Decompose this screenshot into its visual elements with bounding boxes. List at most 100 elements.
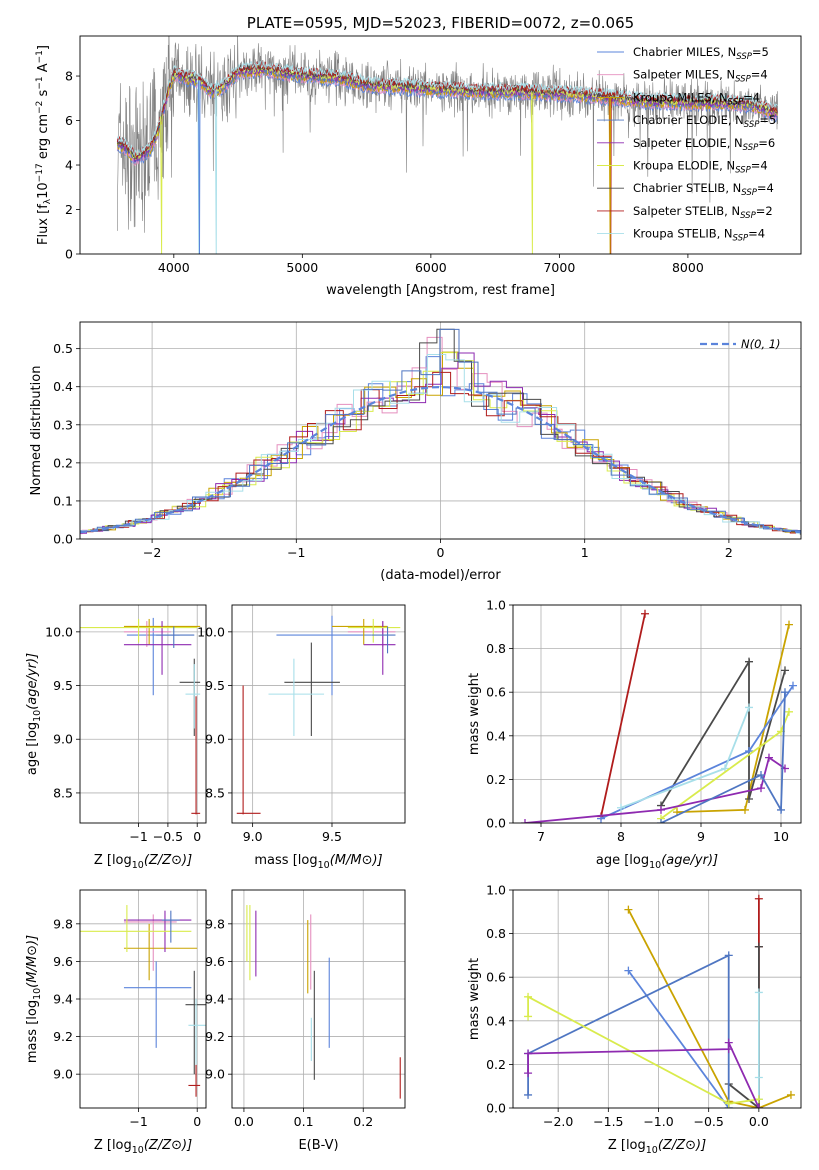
axes-frame <box>512 889 802 1109</box>
weight-point <box>745 795 753 804</box>
legend-entry: Chabrier ELODIE, NSSP=5 <box>633 113 776 130</box>
weight-point <box>754 1095 763 1104</box>
y-tick-label: 0.6 <box>486 685 506 700</box>
absorption-line <box>160 116 163 254</box>
weight-point <box>781 688 789 697</box>
y-tick-label: 9.5 <box>53 678 73 693</box>
weight-series-line <box>524 756 786 823</box>
axes-frame <box>79 321 802 540</box>
weight-point <box>754 988 763 997</box>
weight-point <box>524 1012 533 1021</box>
weight-point <box>781 666 789 675</box>
weight-series-line <box>527 1042 760 1108</box>
errorbar-group <box>236 615 401 815</box>
y-tick-label: 0.8 <box>486 641 506 656</box>
legend-entry: Kroupa STELIB, NSSP=4 <box>633 227 765 244</box>
x-axis-label: mass [log10(M/M⊙)] <box>254 853 382 871</box>
x-axis-label: (data-model)/error <box>380 568 501 583</box>
legend-entry: Chabrier STELIB, NSSP=4 <box>633 181 774 198</box>
weight-point <box>657 805 665 814</box>
weight-point <box>789 681 797 690</box>
x-tick-label: 0.0 <box>234 1114 254 1129</box>
model-spectrum <box>116 61 778 158</box>
weight-point <box>754 942 763 951</box>
weight-point <box>724 1099 733 1108</box>
weight-point <box>524 1049 533 1058</box>
y-tick-label: 0.3 <box>53 417 73 432</box>
x-tick-label: −0.5 <box>153 829 183 844</box>
axes-frame <box>79 604 207 824</box>
y-tick-label: 9.8 <box>205 916 225 931</box>
weight-point <box>785 707 793 716</box>
x-axis-label: wavelength [Angstrom, rest frame] <box>326 283 555 298</box>
weight-lines <box>524 894 795 1108</box>
x-tick-label: 7000 <box>543 260 575 275</box>
x-tick-label: 8 <box>617 829 625 844</box>
x-tick-label: 7 <box>537 829 545 844</box>
x-tick-label: −1 <box>129 1114 147 1129</box>
y-tick-label: 0.0 <box>486 816 506 831</box>
x-tick-label: 0.1 <box>294 1114 314 1129</box>
x-axis-label: Z [log10(Z/Z⊙)] <box>608 1138 706 1156</box>
y-axis-label: age [log10(age/yr)] <box>25 653 43 775</box>
y-tick-label: 0.4 <box>53 379 73 394</box>
absorption-line <box>214 89 218 254</box>
y-tick-label: 10.0 <box>45 624 73 639</box>
weight-point <box>724 1038 733 1047</box>
absorption-line <box>198 80 201 254</box>
legend-entry: N(0, 1) <box>741 337 781 351</box>
weight-point <box>624 966 633 975</box>
x-tick-label: 0.2 <box>353 1114 373 1129</box>
model-spectrum <box>116 60 778 157</box>
y-tick-label: 0.6 <box>486 970 506 985</box>
y-tick-label: 2 <box>65 202 73 217</box>
y-tick-label: 9.6 <box>53 954 73 969</box>
y-tick-label: 9.8 <box>53 916 73 931</box>
x-tick-label: 4000 <box>158 260 190 275</box>
y-tick-label: 0 <box>65 247 73 262</box>
y-tick-label: 8.5 <box>205 785 225 800</box>
y-tick-label: 8.5 <box>53 785 73 800</box>
y-tick-label: 4 <box>65 158 73 173</box>
weight-series-line <box>600 685 794 820</box>
axes-frame <box>512 604 802 824</box>
y-tick-label: 9.2 <box>53 1029 73 1044</box>
weight-point <box>785 620 793 629</box>
histogram-series <box>80 328 801 535</box>
axes-frame <box>79 889 207 1109</box>
y-axis-label: Flux [fλ10−17 erg cm−2 s−1 A−1] <box>35 45 53 245</box>
histogram-group <box>80 328 801 535</box>
weight-point <box>524 1090 533 1099</box>
weight-series-line <box>728 946 760 1108</box>
y-tick-label: 10.0 <box>197 624 225 639</box>
weight-series-line <box>620 707 750 809</box>
weight-point <box>757 771 765 780</box>
y-tick-label: 0.2 <box>486 1057 506 1072</box>
legend-entry: Kroupa ELODIE, NSSP=4 <box>633 159 768 176</box>
x-tick-label: 0 <box>193 1114 201 1129</box>
y-tick-label: 0.2 <box>53 455 73 470</box>
y-axis-label: mass [log10(M/M⊙)] <box>25 935 43 1063</box>
weight-point <box>786 1090 795 1099</box>
x-tick-label: 5000 <box>286 260 318 275</box>
weight-point <box>745 703 753 712</box>
x-axis-label: Z [log10(Z/Z⊙)] <box>94 1138 192 1156</box>
y-tick-label: 0.8 <box>486 926 506 941</box>
y-tick-label: 0.5 <box>53 341 73 356</box>
weight-point <box>754 1104 763 1108</box>
weight-series-line <box>627 909 792 1108</box>
x-tick-label: 0 <box>193 829 201 844</box>
legend-entry: Chabrier MILES, NSSP=5 <box>633 45 769 62</box>
y-tick-label: 9.0 <box>205 732 225 747</box>
y-tick-label: 9.0 <box>205 1067 225 1082</box>
y-tick-label: 0.4 <box>486 728 506 743</box>
legend-entry: Salpeter ELODIE, NSSP=6 <box>633 136 775 153</box>
weight-series-line <box>527 995 760 1105</box>
weight-series-line <box>627 970 730 1108</box>
x-tick-label: −2.0 <box>543 1114 573 1129</box>
weight-point <box>524 1069 533 1078</box>
x-tick-label: −1 <box>129 829 147 844</box>
x-tick-label: 8000 <box>672 260 704 275</box>
y-tick-label: 8 <box>65 69 73 84</box>
y-tick-label: 1.0 <box>486 598 506 613</box>
